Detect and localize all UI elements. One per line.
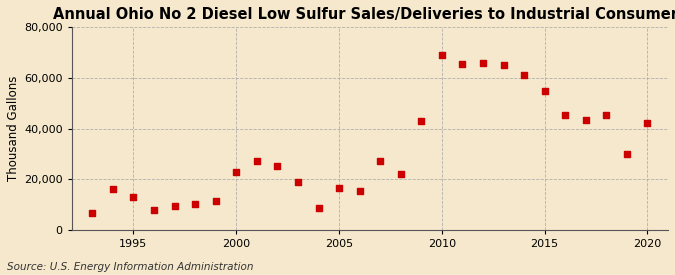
Point	[580, 117, 591, 122]
Point	[272, 164, 283, 169]
Point	[333, 186, 344, 190]
Point	[251, 159, 262, 164]
Point	[107, 187, 118, 191]
Point	[231, 169, 242, 174]
Point	[128, 195, 139, 199]
Point	[457, 62, 468, 66]
Point	[622, 152, 632, 156]
Point	[169, 204, 180, 208]
Title: Annual Ohio No 2 Diesel Low Sulfur Sales/Deliveries to Industrial Consumers: Annual Ohio No 2 Diesel Low Sulfur Sales…	[53, 7, 675, 22]
Point	[375, 159, 385, 164]
Point	[642, 121, 653, 126]
Point	[539, 88, 550, 93]
Y-axis label: Thousand Gallons: Thousand Gallons	[7, 76, 20, 181]
Point	[518, 73, 529, 78]
Point	[148, 207, 159, 212]
Point	[313, 206, 324, 210]
Point	[396, 172, 406, 176]
Point	[498, 63, 509, 67]
Point	[354, 188, 365, 193]
Point	[601, 112, 612, 117]
Point	[560, 112, 570, 117]
Point	[87, 211, 98, 216]
Text: Source: U.S. Energy Information Administration: Source: U.S. Energy Information Administ…	[7, 262, 253, 272]
Point	[292, 180, 303, 184]
Point	[190, 202, 200, 207]
Point	[478, 60, 489, 65]
Point	[211, 199, 221, 203]
Point	[437, 53, 448, 57]
Point	[416, 119, 427, 123]
